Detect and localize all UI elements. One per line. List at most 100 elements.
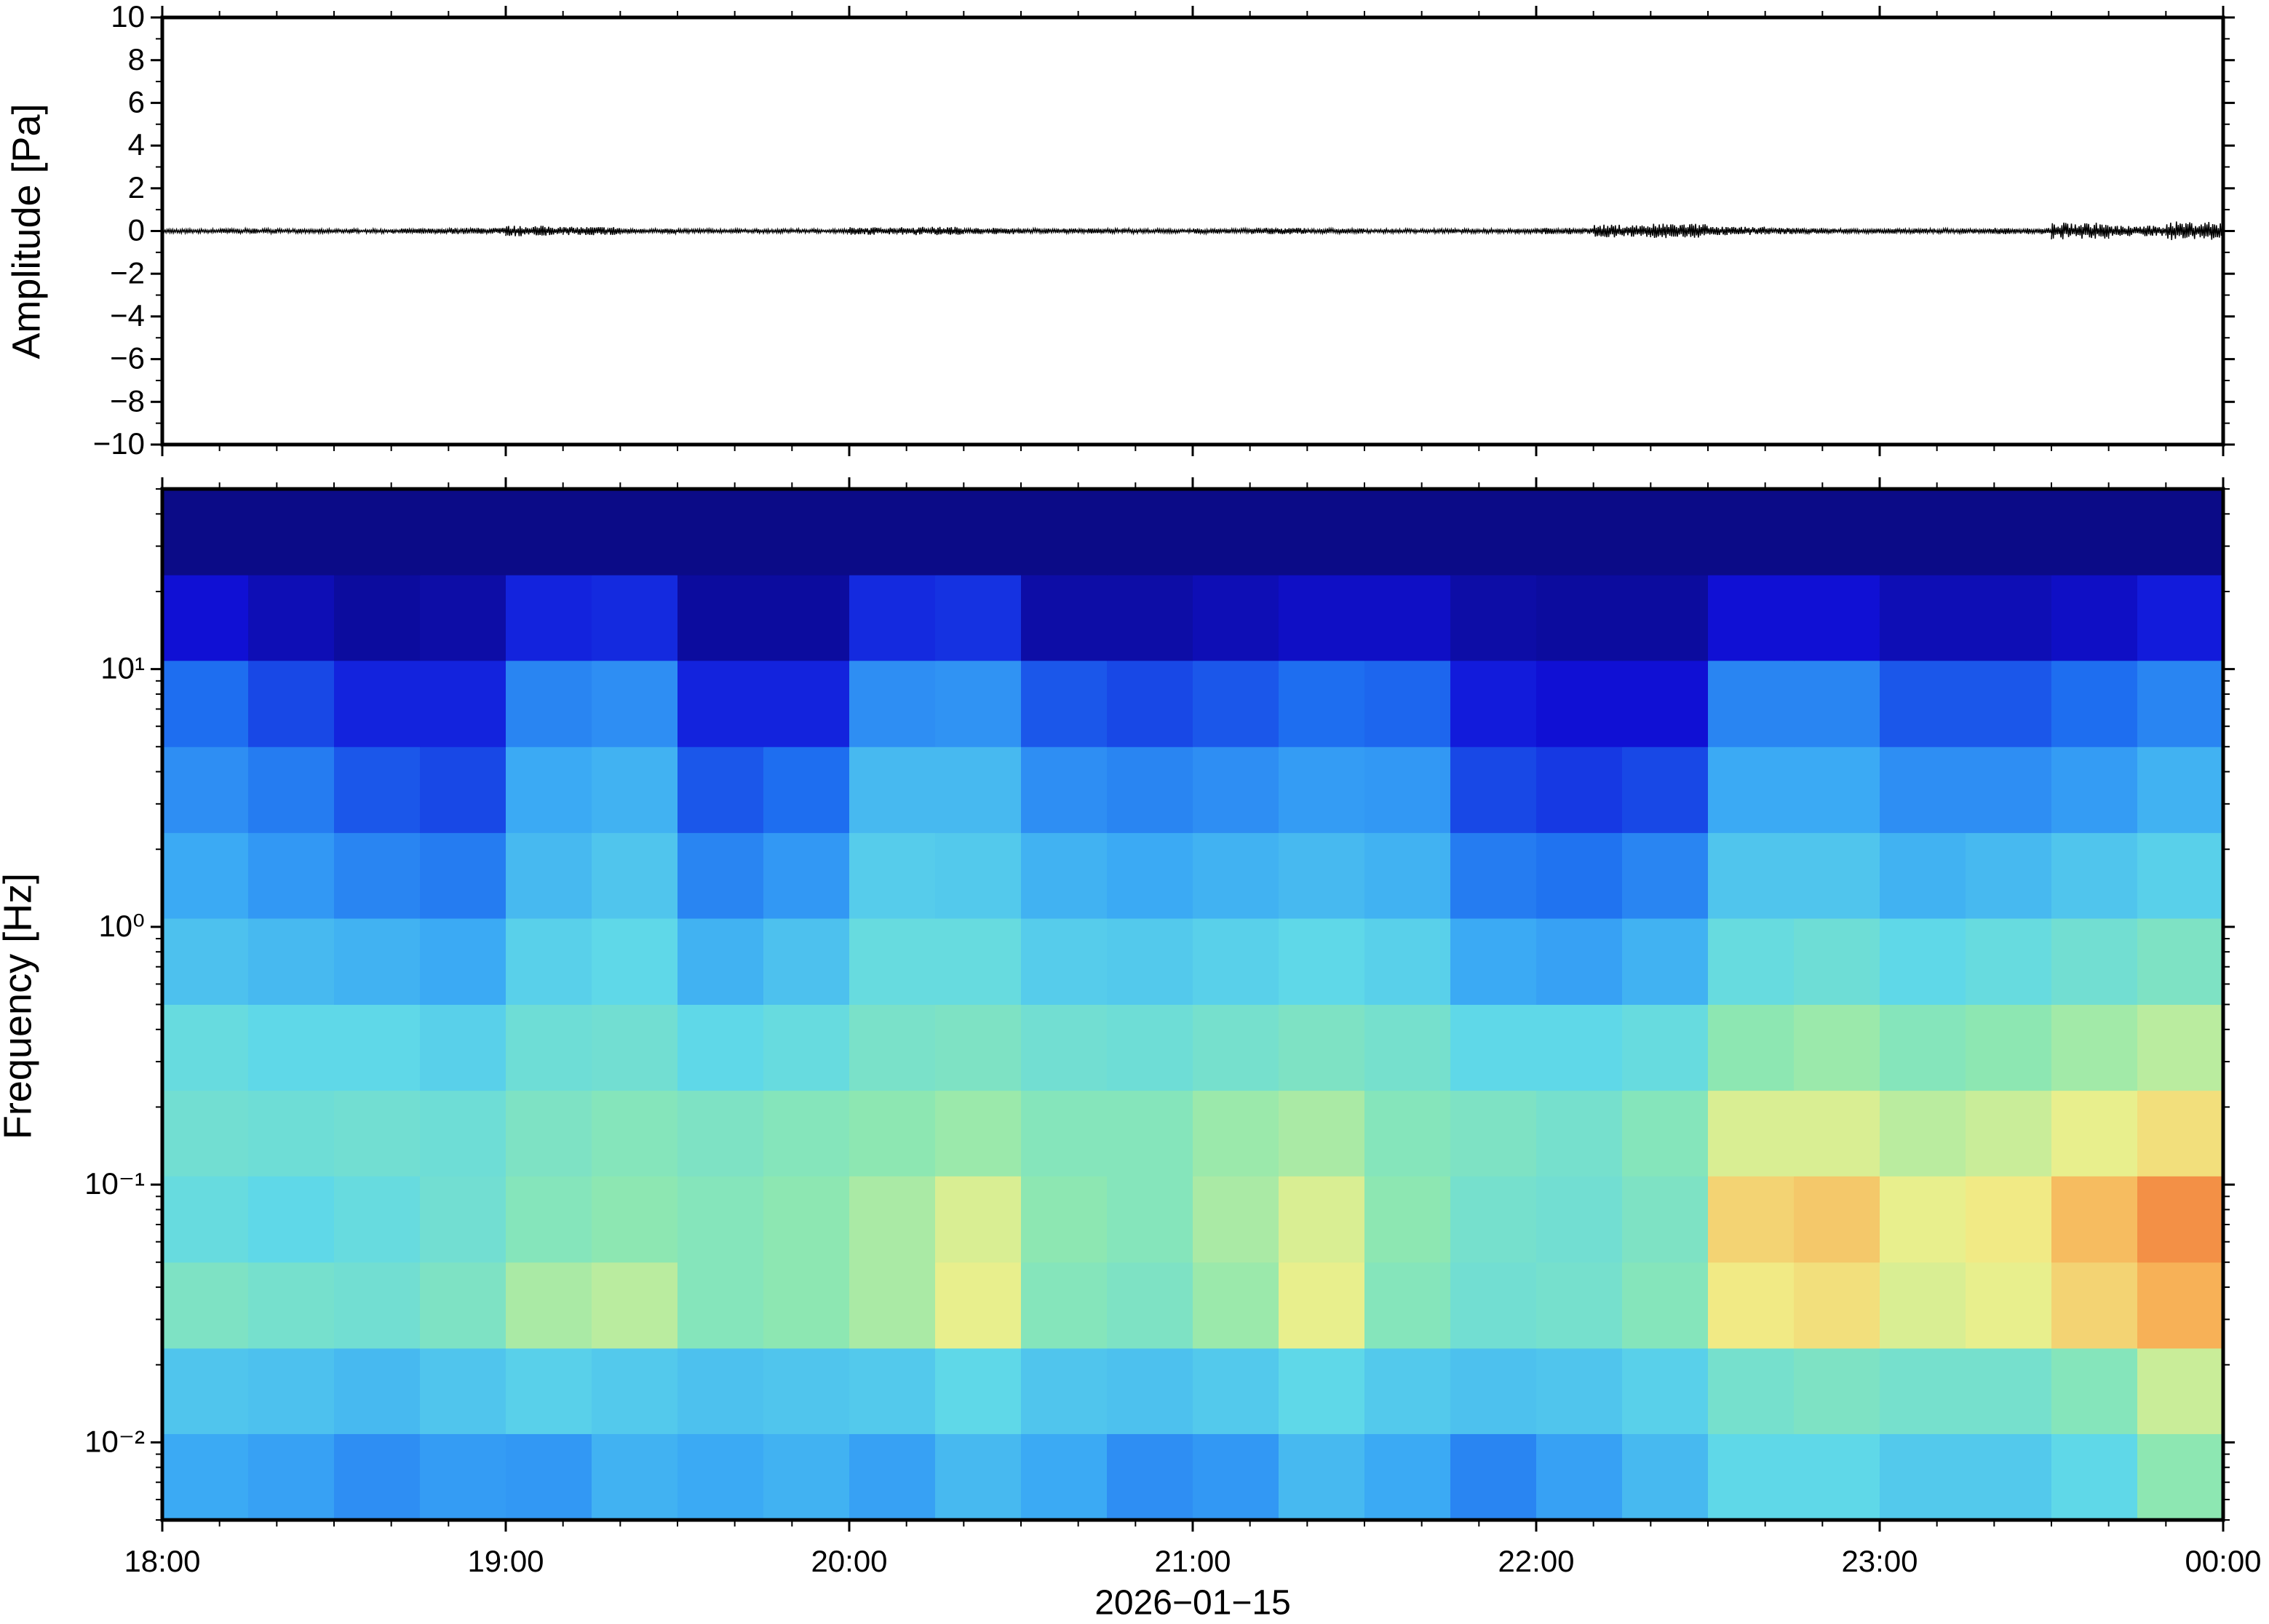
heatmap-cell [1880,747,1966,833]
heatmap-cell [1708,1262,1795,1349]
heatmap-cell [1622,1433,1709,1521]
heatmap-cell [162,1004,249,1091]
heatmap-cell [849,660,936,747]
heatmap-cell [1794,747,1880,833]
heatmap-cell [2051,1176,2138,1263]
x-tick-label: 21:00 [1154,1544,1231,1578]
heatmap-cell [592,1433,678,1521]
heatmap-cell [849,575,936,661]
heatmap-cell [334,1262,421,1349]
heatmap-cell [935,1090,1022,1177]
heatmap-cell [1193,660,1279,747]
waveform-segment [1650,223,1709,239]
waveform-segment [734,226,793,236]
heatmap-cell [420,660,506,747]
heatmap-cell [420,1348,506,1435]
heatmap-cell [1536,1262,1623,1349]
y-tick-label: 10¹ [100,651,145,685]
heatmap-cell [592,660,678,747]
heatmap-cell [1622,1262,1709,1349]
waveform-segment [1592,224,1652,238]
heatmap-cell [1021,489,1108,576]
heatmap-cell [1107,489,1193,576]
heatmap-cell [334,1176,421,1263]
waveform-segment [2051,222,2110,239]
waveform-segment [1364,226,1423,236]
heatmap-cell [1279,1348,1365,1435]
heatmap-cell [420,832,506,919]
x-tick-label: 23:00 [1841,1544,1918,1578]
heatmap-cell [1021,1090,1108,1177]
heatmap-cell [1450,489,1537,576]
heatmap-cell [1279,489,1365,576]
heatmap-cell [506,575,592,661]
heatmap-cell [1450,575,1537,661]
heatmap-cell [592,1090,678,1177]
heatmap-cell [677,832,764,919]
heatmap-cell [248,918,335,1005]
heatmap-cell [1364,1433,1451,1521]
heatmap-cell [1622,832,1709,919]
heatmap-cell [763,918,850,1005]
heatmap-cell [1622,918,1709,1005]
waveform-segment [162,226,220,236]
heatmap-cell [1021,575,1108,661]
heatmap-cell [1622,1004,1709,1091]
waveform-segment [390,227,450,236]
heatmap-cell [1966,1004,2052,1091]
heatmap-cell [1966,832,2052,919]
heatmap-cell [506,1176,592,1263]
heatmap-cell [1279,1262,1365,1349]
heatmap-cell [1364,575,1451,661]
heatmap-cell [506,832,592,919]
heatmap-cell [1622,747,1709,833]
heatmap-cell [1364,1004,1451,1091]
waveform-segment [1821,226,1880,236]
waveform-segment [1936,226,1995,236]
heatmap-cell [420,1004,506,1091]
heatmap-cell [1450,1433,1537,1521]
heatmap-cell [1880,1433,1966,1521]
heatmap-cell [1107,1348,1193,1435]
heatmap-cell [1107,918,1193,1005]
heatmap-cell [248,1433,335,1521]
heatmap-cell [2051,918,2138,1005]
heatmap-cell [2137,832,2224,919]
heatmap-cell [935,575,1022,661]
heatmap-cell [1279,575,1365,661]
heatmap-cell [1107,1262,1193,1349]
heatmap-cell [1107,575,1193,661]
heatmap-cell [1107,1433,1193,1521]
heatmap-cell [763,660,850,747]
heatmap-cell [592,1262,678,1349]
heatmap-cell [162,832,249,919]
y-tick-label: 10 [111,0,145,33]
heatmap-cell [935,747,1022,833]
heatmap-cell [935,489,1022,576]
heatmap-cell [248,660,335,747]
heatmap-cell [935,1004,1022,1091]
heatmap-cell [248,1176,335,1263]
heatmap-cell [1536,489,1623,576]
heatmap-cell [420,1262,506,1349]
heatmap-cell [1794,575,1880,661]
heatmap-cell [1536,747,1623,833]
heatmap-cell [677,1262,764,1349]
heatmap-cell [1536,1176,1623,1263]
heatmap-cell [1622,1176,1709,1263]
heatmap-cell [2051,489,2138,576]
heatmap-cell [1107,1176,1193,1263]
heatmap-cell [935,1433,1022,1521]
heatmap-cell [1708,575,1795,661]
heatmap-cell [1450,660,1537,747]
y-tick-label: 10⁰ [98,909,145,943]
heatmap-cell [763,489,850,576]
heatmap-cell [1622,1348,1709,1435]
heatmap-cell [849,1348,936,1435]
heatmap-cell [162,1433,249,1521]
heatmap-cell [1107,832,1193,919]
heatmap-cell [1966,1262,2052,1349]
heatmap-cell [1021,1176,1108,1263]
heatmap-cell [763,747,850,833]
waveform-segment [1306,226,1365,236]
